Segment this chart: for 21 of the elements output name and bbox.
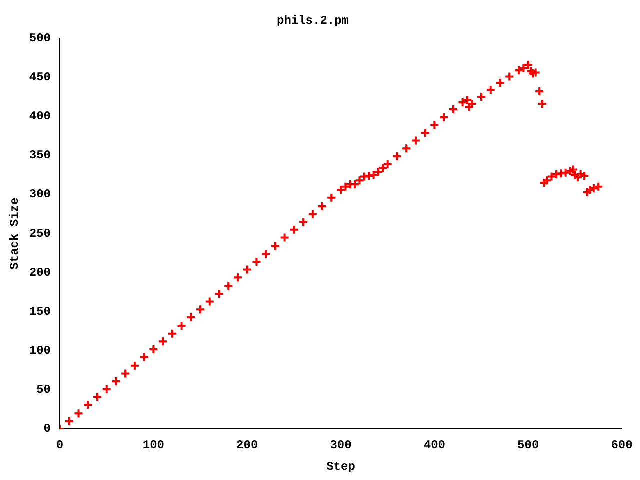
x-axis-title: Step (326, 460, 356, 474)
x-tick-label: 0 (56, 438, 64, 452)
x-tick-label: 100 (142, 438, 164, 452)
x-tick-label: 600 (611, 438, 633, 452)
y-tick-label: 0 (44, 422, 52, 436)
y-tick-label: 450 (29, 70, 52, 84)
y-axis-title: Stack Size (8, 198, 22, 270)
y-tick-label: 400 (29, 110, 52, 124)
y-tick-label: 150 (29, 304, 52, 319)
chart-title: phils.2.pm (276, 14, 350, 28)
y-tick-label: 300 (29, 188, 52, 202)
y-tick-label: 250 (29, 226, 52, 241)
y-tick-label: 100 (29, 344, 52, 358)
y-tick-label: 200 (29, 266, 52, 280)
x-tick-label: 200 (236, 438, 258, 452)
x-tick-label: 300 (330, 438, 352, 452)
y-tick-label: 350 (29, 148, 52, 163)
x-tick-label: 500 (518, 438, 540, 452)
y-tick-label: 500 (29, 31, 52, 46)
y-tick-label: 50 (36, 383, 52, 398)
x-tick-label: 400 (424, 438, 446, 452)
